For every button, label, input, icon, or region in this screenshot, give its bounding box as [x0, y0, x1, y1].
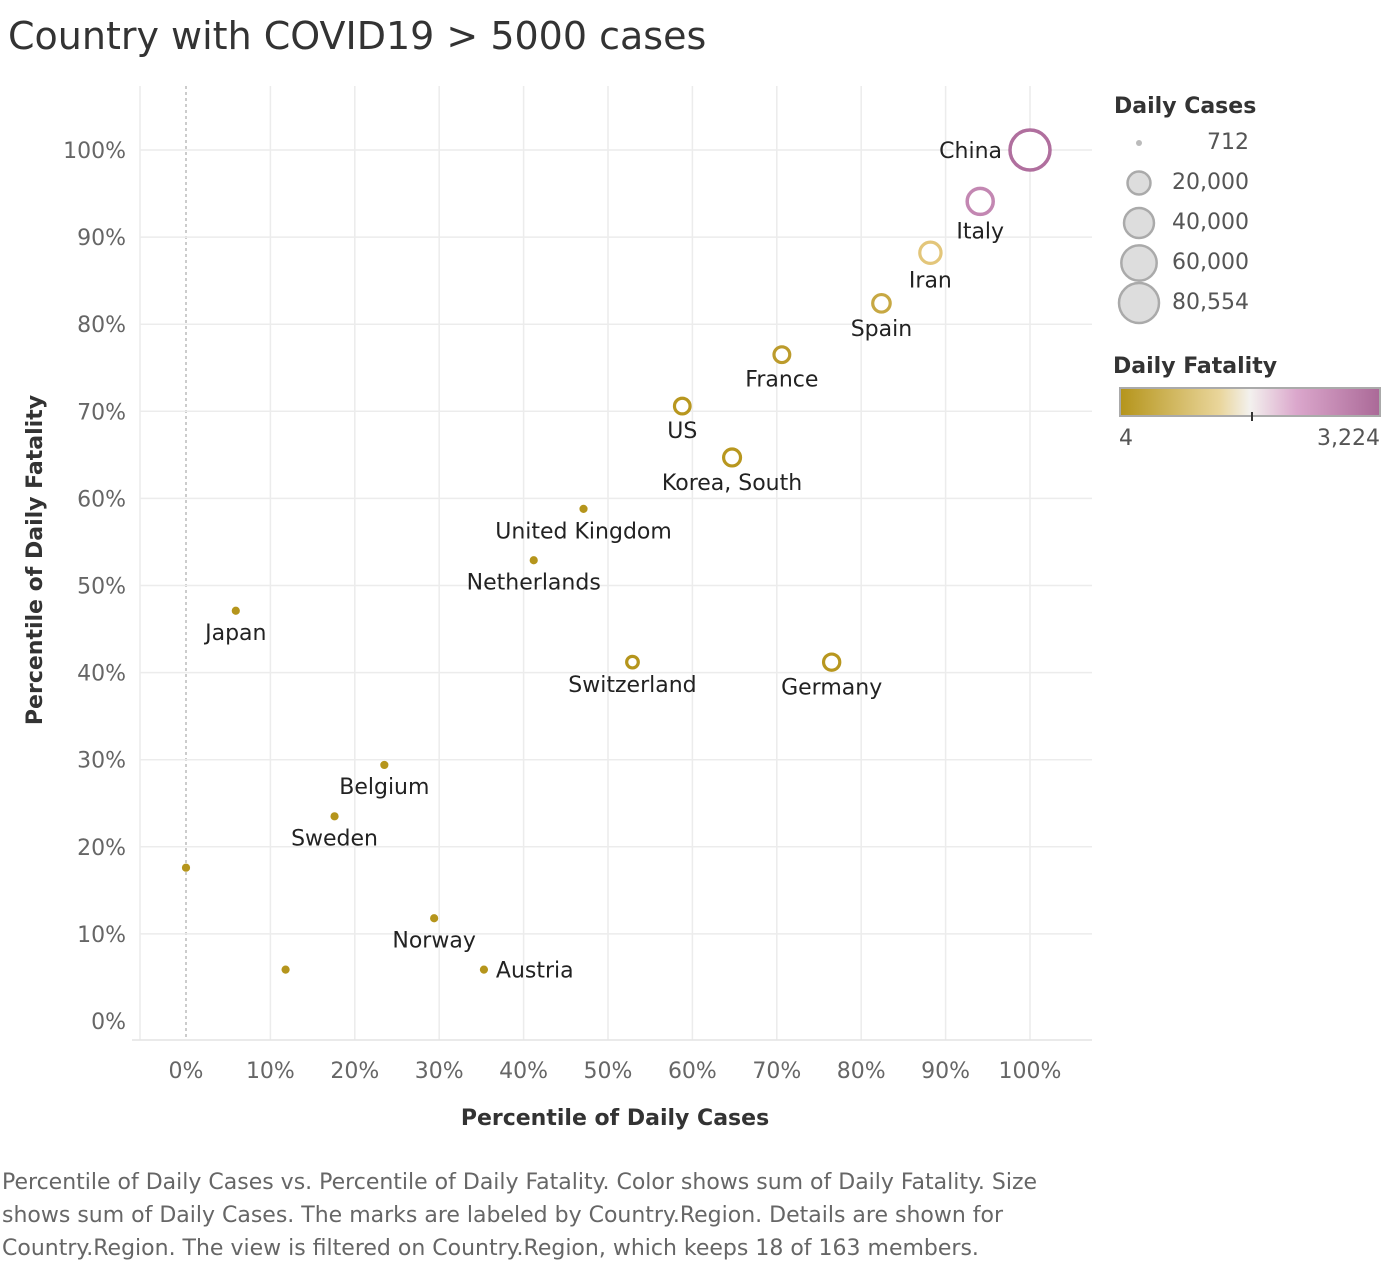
size-legend-mark [1136, 140, 1142, 146]
x-axis-title: Percentile of Daily Cases [461, 1106, 769, 1131]
y-tick-label: 60% [77, 487, 126, 512]
point-label: Japan [203, 621, 266, 646]
y-axis-title: Percentile of Daily Fatality [23, 395, 48, 725]
data-point [918, 240, 943, 265]
axes: 0% 10% 20% 30% 40% 50% 60% 70% 80% 90% 100% 0% 10% 20… [63, 139, 1061, 1084]
color-legend-max: 3,224 [1317, 426, 1380, 451]
data-point [380, 760, 389, 770]
data-points [181, 128, 1052, 974]
x-tick-label: 10% [246, 1059, 295, 1084]
data-point [772, 345, 792, 365]
point-label: Italy [956, 219, 1004, 244]
y-tick-label: 90% [77, 226, 126, 251]
data-point [430, 914, 439, 923]
data-point [330, 812, 339, 821]
data-point [479, 965, 489, 974]
data-point [722, 447, 743, 468]
x-tick-label: 100% [999, 1059, 1062, 1084]
data-point [821, 652, 842, 672]
y-tick-label: 10% [77, 923, 126, 948]
x-tick-label: 80% [837, 1059, 886, 1084]
size-legend-label: 80,554 [1172, 290, 1249, 315]
point-label: Austria [496, 959, 574, 984]
point-label: China [939, 139, 1002, 164]
data-point [529, 556, 538, 565]
grid [132, 86, 1092, 1041]
x-tick-label: 40% [499, 1059, 548, 1084]
y-tick-label: 0% [91, 1010, 126, 1035]
y-tick-label: 30% [77, 749, 126, 774]
point-label: Korea, South [662, 471, 802, 496]
x-tick-label: 90% [921, 1059, 970, 1084]
data-point [231, 606, 240, 615]
y-tick-label: 50% [77, 575, 126, 600]
size-legend-mark [1120, 244, 1158, 282]
size-legend-mark [1126, 170, 1152, 196]
color-gradient-center-tick [1251, 412, 1253, 421]
size-legend-label: 20,000 [1172, 170, 1249, 195]
data-point [181, 863, 191, 872]
x-tick-label: 20% [330, 1059, 379, 1084]
y-tick-label: 100% [63, 139, 126, 164]
chart-caption: Percentile of Daily Cases vs. Percentile… [2, 1170, 1038, 1261]
data-point [625, 654, 640, 670]
data-point [672, 396, 692, 416]
point-label: Netherlands [467, 571, 601, 596]
data-point [871, 292, 892, 314]
data-point [579, 504, 588, 513]
point-label: US [667, 419, 697, 444]
point-label: Switzerland [568, 673, 696, 698]
y-tick-label: 70% [77, 400, 126, 425]
y-tick-label: 20% [77, 836, 126, 861]
x-tick-label: 60% [668, 1059, 717, 1084]
x-tick-label: 0% [169, 1059, 204, 1084]
size-legend-mark [1122, 206, 1156, 240]
x-tick-label: 30% [415, 1059, 464, 1084]
size-legend-label: 60,000 [1172, 250, 1249, 275]
point-label: Iran [909, 268, 952, 293]
point-label: Spain [851, 317, 912, 342]
size-legend-label: 40,000 [1172, 210, 1249, 235]
point-label: United Kingdom [495, 519, 672, 544]
color-legend-title: Daily Fatality [1113, 354, 1278, 379]
x-tick-label: 50% [584, 1059, 633, 1084]
size-legend-label: 712 [1207, 130, 1249, 155]
data-point [965, 186, 995, 217]
point-label: Norway [392, 928, 475, 953]
size-legend-marks [1117, 140, 1161, 325]
point-label: France [745, 368, 818, 393]
point-label: Sweden [291, 826, 378, 851]
color-legend-min: 4 [1119, 426, 1133, 451]
color-gradient-bar [1119, 387, 1381, 417]
point-label: Belgium [339, 775, 429, 800]
size-legend-title: Daily Cases [1114, 94, 1257, 119]
x-tick-label: 70% [752, 1059, 801, 1084]
point-label: Germany [781, 675, 882, 700]
y-tick-label: 40% [77, 662, 126, 687]
data-point [1008, 128, 1052, 172]
data-point [281, 965, 290, 974]
size-legend-mark [1117, 281, 1161, 325]
y-tick-label: 80% [77, 313, 126, 338]
chart-title: Country with COVID19 > 5000 cases [8, 14, 707, 58]
